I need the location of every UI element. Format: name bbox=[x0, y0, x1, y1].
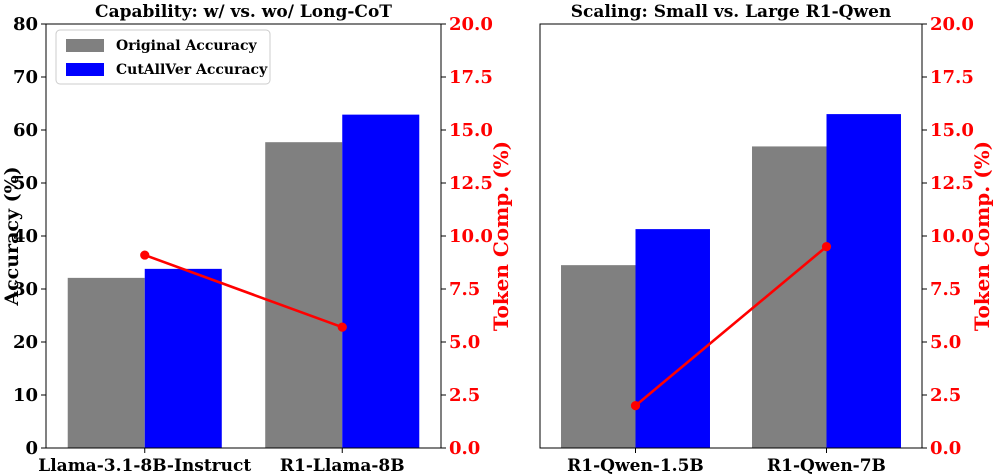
legend-swatch-cutallver bbox=[66, 63, 104, 76]
token-comp-point-2-1 bbox=[630, 401, 641, 411]
y2-tick-label: 17.5 bbox=[930, 67, 974, 88]
y2-tick-label: 10.0 bbox=[930, 226, 974, 247]
x-tick-label: R1-Qwen-7B bbox=[767, 456, 886, 476]
y-tick-label: 10 bbox=[13, 385, 38, 406]
y2-tick-label: 2.5 bbox=[930, 385, 961, 406]
cutallver-accuracy-bar-1-1 bbox=[144, 268, 222, 448]
y2-tick-label: 5.0 bbox=[930, 332, 961, 353]
y-tick-label: 80 bbox=[13, 14, 38, 35]
y2-tick-label: 20.0 bbox=[449, 14, 493, 35]
original-accuracy-bar-2-2 bbox=[752, 146, 827, 448]
y2-tick-label: 10.0 bbox=[449, 226, 493, 247]
cutallver-accuracy-bar-1-2 bbox=[342, 114, 420, 448]
y2-tick-label: 12.5 bbox=[449, 173, 493, 194]
y-tick-label: 20 bbox=[13, 332, 38, 353]
y-tick-label: 60 bbox=[13, 120, 38, 141]
y2-tick-label: 15.0 bbox=[449, 120, 493, 141]
y-tick-label: 0 bbox=[25, 438, 38, 459]
legend-swatch-original bbox=[66, 39, 104, 52]
token-comp-point-1-1 bbox=[140, 250, 150, 260]
y-tick-label: 40 bbox=[13, 226, 38, 247]
y2-tick-label: 2.5 bbox=[449, 385, 480, 406]
y-tick-label: 30 bbox=[13, 279, 38, 300]
y2-axis-label-1: Token Comp. (%) bbox=[489, 141, 513, 331]
cutallver-accuracy-bar-2-1 bbox=[635, 229, 710, 448]
legend-box bbox=[55, 29, 271, 85]
y-tick-label: 50 bbox=[13, 173, 38, 194]
token-comp-point-2-2 bbox=[821, 242, 832, 252]
y2-tick-label: 7.5 bbox=[449, 279, 480, 300]
chart-title-1: Capability: w/ vs. wo/ Long-CoT bbox=[95, 2, 392, 22]
original-accuracy-bar-1-2 bbox=[265, 142, 343, 448]
chart-title-2: Scaling: Small vs. Large R1-Qwen bbox=[571, 2, 892, 22]
cutallver-accuracy-bar-2-2 bbox=[826, 114, 901, 448]
original-accuracy-bar-1-1 bbox=[67, 277, 145, 448]
y2-tick-label: 7.5 bbox=[930, 279, 961, 300]
y2-tick-label: 12.5 bbox=[930, 173, 974, 194]
y2-tick-label: 15.0 bbox=[930, 120, 974, 141]
plot-frame-1 bbox=[45, 23, 442, 449]
y2-tick-label: 0.0 bbox=[449, 438, 480, 459]
y2-axis-label-2: Token Comp. (%) bbox=[970, 141, 994, 331]
y2-tick-label: 20.0 bbox=[930, 14, 974, 35]
token-comp-line-2 bbox=[634, 245, 828, 407]
y-axis-label: Accuracy (%) bbox=[1, 166, 23, 306]
x-tick-label: R1-Qwen-1.5B bbox=[567, 456, 704, 476]
y2-tick-label: 0.0 bbox=[930, 438, 961, 459]
y-tick-label: 70 bbox=[13, 67, 38, 88]
plot-frame-2 bbox=[539, 23, 923, 449]
legend-label-original: Original Accuracy bbox=[116, 38, 258, 54]
x-tick-label: Llama-3.1-8B-Instruct bbox=[38, 456, 251, 476]
token-comp-line-1 bbox=[144, 253, 343, 329]
token-comp-point-1-2 bbox=[337, 322, 347, 332]
original-accuracy-bar-2-1 bbox=[561, 265, 636, 448]
y2-tick-label: 17.5 bbox=[449, 67, 493, 88]
y2-tick-label: 5.0 bbox=[449, 332, 480, 353]
x-tick-label: R1-Llama-8B bbox=[280, 456, 405, 476]
legend-label-cutallver: CutAllVer Accuracy bbox=[116, 62, 268, 78]
